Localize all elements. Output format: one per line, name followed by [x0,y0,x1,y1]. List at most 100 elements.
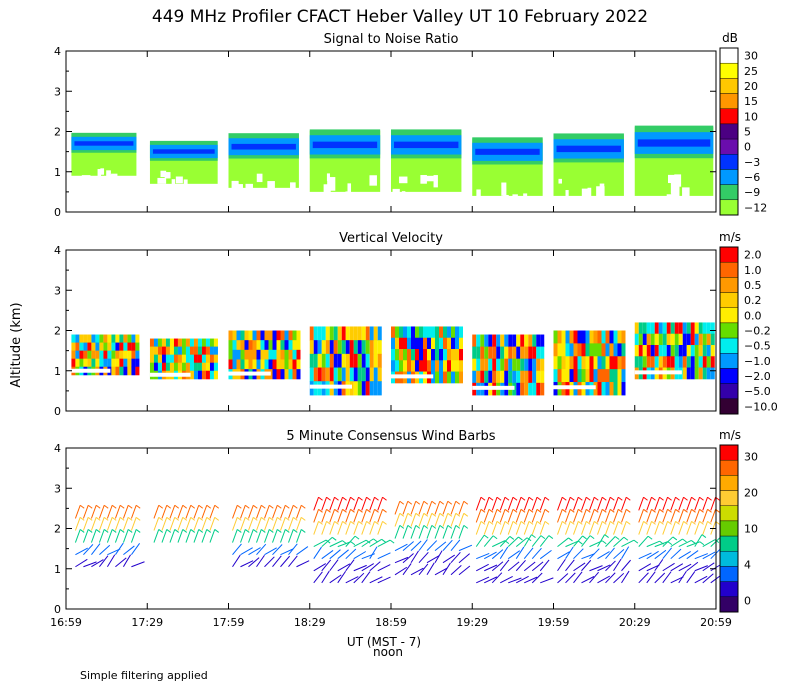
wind-barb [361,538,374,548]
vv-cell [415,360,419,373]
vv-cell [345,326,350,341]
vv-cell [309,340,314,355]
vv-cell [411,360,415,373]
wind-barb [114,529,121,543]
vv-cell [455,337,459,350]
wind-barb [345,509,352,523]
wind-barb [122,529,129,543]
vv-cell [157,338,162,348]
wind-barb [369,538,382,548]
vv-cell [573,369,578,383]
vv-cell [91,350,96,360]
wind-barb [475,521,482,535]
wind-barb [185,517,192,531]
vv-cell [638,333,643,346]
wind-barb [369,561,381,572]
wind-barb [686,509,693,523]
vv-cell [540,382,545,396]
wind-barb [670,538,683,548]
wind-barb [313,521,320,535]
wind-barb [296,529,302,543]
wind-barb-flag [699,508,704,513]
wind-barb-flag [366,508,371,513]
vv-gap [71,368,111,373]
vv-cell [540,370,545,384]
vv-cell [272,359,277,370]
vv-cell [169,338,174,348]
wind-barb-flag [244,516,250,521]
wind-barb-flag [561,520,567,525]
vv-cell [309,367,314,382]
vv-cell [292,359,297,370]
wind-barb [209,517,216,531]
wind-barb-flag [358,496,363,501]
wind-barb [394,513,401,527]
vv-cell [484,334,489,348]
wind-barb-flag [540,535,546,540]
vv-cell [593,356,598,370]
wind-barb-flag [601,496,607,501]
wind-barb-flag [691,520,696,525]
wind-barb [337,509,344,523]
colorbar-frame [719,246,739,415]
vv-cell [165,354,170,364]
wind-barb-flag [415,512,421,517]
vv-cell [345,367,350,382]
vv-cell [325,326,330,341]
vv-cell [690,322,695,335]
vv-cell [276,359,281,370]
vv-cell [488,334,493,348]
colorbar-label: −5.0 [744,385,771,398]
vv-cell [149,362,154,372]
snr-gap [323,184,331,196]
wind-barb-flag [561,496,567,501]
vv-cell [185,338,190,348]
vv-cell [91,342,96,352]
vv-cell [357,340,362,355]
vv-cell [193,338,198,348]
vv-cell [504,334,509,348]
vv-cell [399,337,403,350]
wind-barb [369,546,378,559]
vv-cell [593,330,598,344]
vv-cell [296,330,301,341]
vv-cell [284,340,289,351]
wind-barb-flag [582,535,587,540]
wind-barb [353,572,365,584]
snr-gap [587,187,592,201]
vv-cell [500,358,505,372]
wind-barb [646,550,659,560]
vv-cell [524,382,529,396]
snr-cell [637,139,711,147]
wind-barb [450,564,462,576]
wind-barb [539,497,546,511]
wind-barb [499,497,506,511]
vv-cell [357,367,362,382]
wind-barb-flag [617,508,623,513]
vv-cell [193,354,198,364]
vv-cell [609,343,614,357]
wind-barb-flag [504,520,510,525]
panel-title: 5 Minute Consensus Wind Barbs [286,429,495,444]
data-segment [153,504,220,543]
vv-cell [135,342,140,352]
wind-barb [201,505,208,519]
colorbar-label: 10 [744,110,758,123]
vv-cell [317,367,322,382]
wind-barb [492,540,506,548]
wind-barb [329,521,336,535]
wind-barb [98,505,105,519]
vv-cell [357,326,362,341]
colorbar-label: −3 [744,156,760,169]
vv-cell [373,367,378,382]
wind-barb [434,513,441,527]
vv-cell [189,346,194,356]
vv-cell [698,333,703,346]
vv-cell [157,362,162,372]
wind-barb-flag [252,529,258,533]
vv-cell [646,333,651,346]
wind-barb [539,521,546,535]
wind-barb-flag [244,504,250,509]
wind-barb [345,521,352,535]
data-segment [228,330,301,380]
